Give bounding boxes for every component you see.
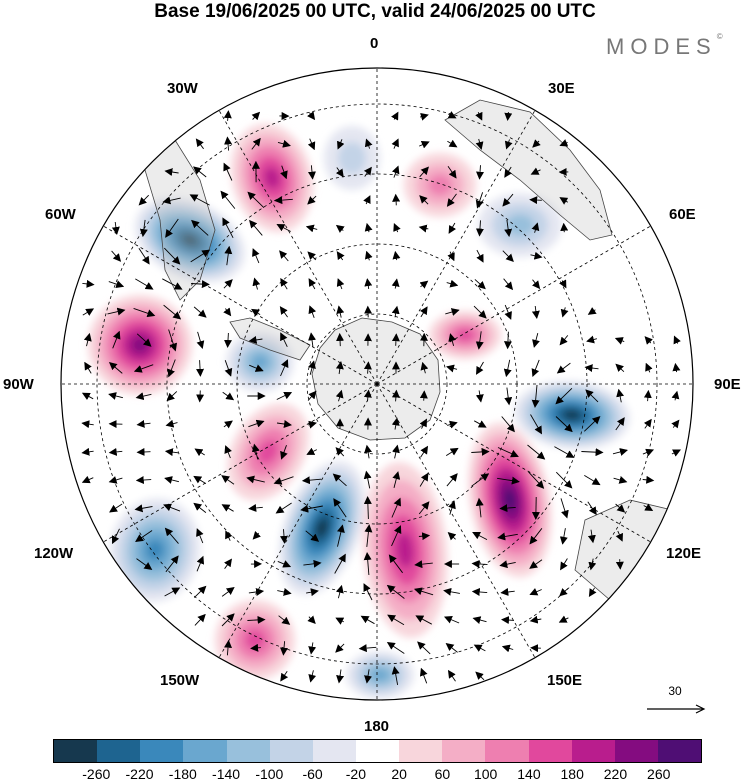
colorbar-swatch <box>572 740 615 762</box>
wind-vector <box>396 334 397 346</box>
reference-vector-arrow <box>646 704 706 714</box>
colorbar-tick: 260 <box>647 766 670 782</box>
anomaly-contour <box>131 337 148 354</box>
wind-vector <box>564 224 565 232</box>
colorbar-tick: 60 <box>435 766 451 782</box>
colorbar-swatch <box>399 740 442 762</box>
lon-label-120e: 120E <box>666 546 701 562</box>
wind-vector <box>396 195 397 206</box>
lon-label-60w: 60W <box>45 207 76 223</box>
colorbar-tick-labels: -260 -220 -180 -140 -100 -60 -20 20 60 100 140 180 2… <box>0 766 750 784</box>
anomaly-contour <box>372 669 389 681</box>
reference-vector-label: 30 <box>646 684 704 698</box>
colorbar <box>53 739 702 763</box>
colorbar-tick: -20 <box>346 766 366 782</box>
anomaly-contour <box>245 630 265 650</box>
lon-label-0: 0 <box>370 36 378 52</box>
colorbar-tick: -180 <box>169 766 197 782</box>
colorbar-swatch <box>529 740 572 762</box>
map-disk <box>40 40 720 730</box>
colorbar-tick: 220 <box>604 766 627 782</box>
colorbar-swatch <box>442 740 485 762</box>
wind-vector <box>200 391 201 402</box>
lon-label-120w: 120W <box>34 546 73 562</box>
anomaly-contour <box>338 142 366 174</box>
lon-label-30w: 30W <box>167 81 198 97</box>
colorbar-swatch <box>658 740 701 762</box>
lon-label-150w: 150W <box>160 673 199 689</box>
colorbar-tick: 100 <box>474 766 497 782</box>
colorbar-tick: 180 <box>561 766 584 782</box>
wind-vector <box>620 559 621 569</box>
colorbar-swatch <box>270 740 313 762</box>
colorbar-tick: -220 <box>126 766 154 782</box>
colorbar-swatch <box>615 740 658 762</box>
colorbar-tick: -260 <box>82 766 110 782</box>
colorbar-tick: -100 <box>255 766 283 782</box>
wind-vector <box>340 334 341 346</box>
colorbar-swatch <box>54 740 97 762</box>
colorbar-tick: 140 <box>517 766 540 782</box>
lon-label-90e: 90E <box>714 377 741 393</box>
lon-label-180: 180 <box>364 719 389 735</box>
colorbar-swatch <box>485 740 528 762</box>
wind-vector <box>138 452 151 453</box>
lon-label-30e: 30E <box>548 81 575 97</box>
colorbar-tick: 20 <box>391 766 407 782</box>
colorbar-swatch <box>356 740 399 762</box>
anomaly-contour <box>428 174 452 195</box>
lon-label-60e: 60E <box>669 207 696 223</box>
lon-label-90w: 90W <box>3 377 34 393</box>
colorbar-swatch <box>140 740 183 762</box>
colorbar-tick: -140 <box>212 766 240 782</box>
colorbar-swatch <box>183 740 226 762</box>
anomaly-contour <box>456 329 474 341</box>
colorbar-tick: -60 <box>302 766 322 782</box>
lon-label-150e: 150E <box>547 673 582 689</box>
colorbar-swatch <box>227 740 270 762</box>
anomaly-contour <box>506 214 534 235</box>
wind-vector <box>530 200 542 201</box>
wind-vector <box>424 391 425 400</box>
colorbar-swatch <box>97 740 140 762</box>
colorbar-swatch <box>313 740 356 762</box>
